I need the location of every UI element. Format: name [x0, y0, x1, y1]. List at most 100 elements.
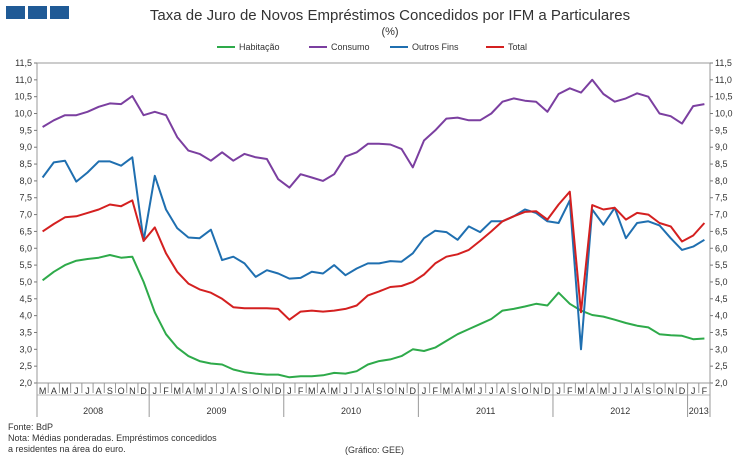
x-month-label: J [612, 386, 617, 396]
y-tick-label-right: 5,0 [715, 277, 728, 287]
x-month-label: F [567, 386, 573, 396]
y-tick-label-right: 2,0 [715, 378, 728, 388]
x-month-label: J [153, 386, 158, 396]
chart-title: Taxa de Juro de Novos Empréstimos Conced… [149, 7, 631, 24]
x-month-label: J [478, 386, 483, 396]
y-tick-label-left: 11,5 [15, 58, 32, 68]
series-line-total [42, 190, 706, 321]
x-month-label: J [422, 386, 427, 396]
x-month-label: J [489, 386, 494, 396]
x-month-label: O [521, 386, 528, 396]
y-tick-label-left: 4,5 [19, 294, 32, 304]
x-year-label: 2010 [341, 406, 361, 416]
x-month-label: O [252, 386, 259, 396]
x-month-label: O [656, 386, 663, 396]
x-month-label: D [544, 386, 551, 396]
x-month-label: M [196, 386, 204, 396]
y-tick-label-right: 11,5 [715, 58, 732, 68]
x-month-label: F [163, 386, 169, 396]
y-tick-label-right: 7,5 [715, 193, 728, 203]
x-month-label: J [209, 386, 214, 396]
x-month-label: S [511, 386, 517, 396]
y-tick-label-left: 9,5 [19, 125, 32, 135]
x-month-label: J [74, 386, 79, 396]
chart-credit: (Gráfico: GEE) [345, 445, 405, 455]
x-month-label: F [298, 386, 304, 396]
x-month-label: M [61, 386, 69, 396]
y-tick-label-right: 9,5 [715, 125, 728, 135]
y-tick-label-left: 11,0 [15, 75, 32, 85]
x-month-label: J [220, 386, 225, 396]
x-month-label: J [556, 386, 561, 396]
y-tick-label-left: 5,0 [19, 277, 32, 287]
x-month-label: M [600, 386, 608, 396]
methodology-note-line2: a residentes na área do euro. [8, 444, 126, 454]
y-tick-label-left: 4,0 [19, 311, 32, 321]
y-tick-label-left: 7,5 [19, 193, 32, 203]
x-year-label: 2009 [206, 406, 226, 416]
y-tick-label-left: 6,0 [19, 243, 32, 253]
x-month-label: J [354, 386, 359, 396]
y-tick-label-right: 9,0 [715, 142, 728, 152]
x-month-label: J [85, 386, 90, 396]
x-month-label: M [465, 386, 473, 396]
y-tick-label-left: 8,0 [19, 176, 32, 186]
x-month-label: A [365, 386, 371, 396]
x-month-label: F [432, 386, 438, 396]
x-month-label: D [140, 386, 147, 396]
y-tick-label-left: 3,0 [19, 344, 32, 354]
y-tick-label-left: 9,0 [19, 142, 32, 152]
x-month-label: J [287, 386, 292, 396]
x-month-label: M [577, 386, 585, 396]
x-month-label: N [129, 386, 136, 396]
x-month-label: A [499, 386, 505, 396]
y-tick-label-left: 10,0 [14, 109, 32, 119]
x-month-label: A [96, 386, 102, 396]
x-month-label: A [230, 386, 236, 396]
y-tick-label-right: 10,5 [715, 92, 733, 102]
logo-square-icon [50, 6, 69, 19]
x-month-label: M [443, 386, 451, 396]
y-tick-label-right: 3,0 [715, 344, 728, 354]
source-note: Fonte: BdP [8, 422, 54, 432]
x-month-label: N [667, 386, 674, 396]
x-month-label: M [39, 386, 47, 396]
y-tick-label-left: 6,5 [19, 226, 32, 236]
series-line-habitação [41, 254, 705, 379]
legend-label: Total [508, 42, 527, 52]
x-month-label: M [173, 386, 181, 396]
legend-label: Consumo [331, 42, 370, 52]
y-tick-label-right: 8,0 [715, 176, 728, 186]
x-year-label: 2008 [83, 406, 103, 416]
series-line-consumo [42, 78, 705, 189]
x-month-label: J [624, 386, 629, 396]
y-tick-label-right: 8,5 [715, 159, 728, 169]
x-year-label: 2011 [476, 406, 495, 416]
x-month-label: N [398, 386, 405, 396]
logo-square-icon [6, 6, 25, 19]
x-month-label: D [275, 386, 282, 396]
x-month-label: O [118, 386, 125, 396]
x-month-label: S [376, 386, 382, 396]
x-month-label: J [691, 386, 696, 396]
legend-label: Habitação [239, 42, 280, 52]
series-line-outros-fins [41, 156, 705, 351]
x-month-label: A [320, 386, 326, 396]
x-month-label: N [264, 386, 271, 396]
y-tick-label-right: 10,0 [715, 109, 733, 119]
x-year-label: 2012 [610, 406, 630, 416]
x-month-label: A [634, 386, 640, 396]
y-tick-label-left: 5,5 [19, 260, 32, 270]
methodology-note-line1: Nota: Médias ponderadas. Empréstimos con… [8, 433, 217, 443]
y-tick-label-right: 7,0 [715, 210, 728, 220]
y-tick-label-left: 2,0 [19, 378, 32, 388]
chart-subtitle: (%) [381, 26, 399, 38]
y-tick-label-left: 3,5 [19, 327, 32, 337]
y-tick-label-right: 3,5 [715, 327, 728, 337]
x-month-label: J [343, 386, 348, 396]
x-month-label: A [455, 386, 461, 396]
y-tick-label-left: 8,5 [19, 159, 32, 169]
y-tick-label-right: 6,0 [715, 243, 728, 253]
y-tick-label-right: 11,0 [715, 75, 732, 85]
logo-square-icon [28, 6, 47, 19]
